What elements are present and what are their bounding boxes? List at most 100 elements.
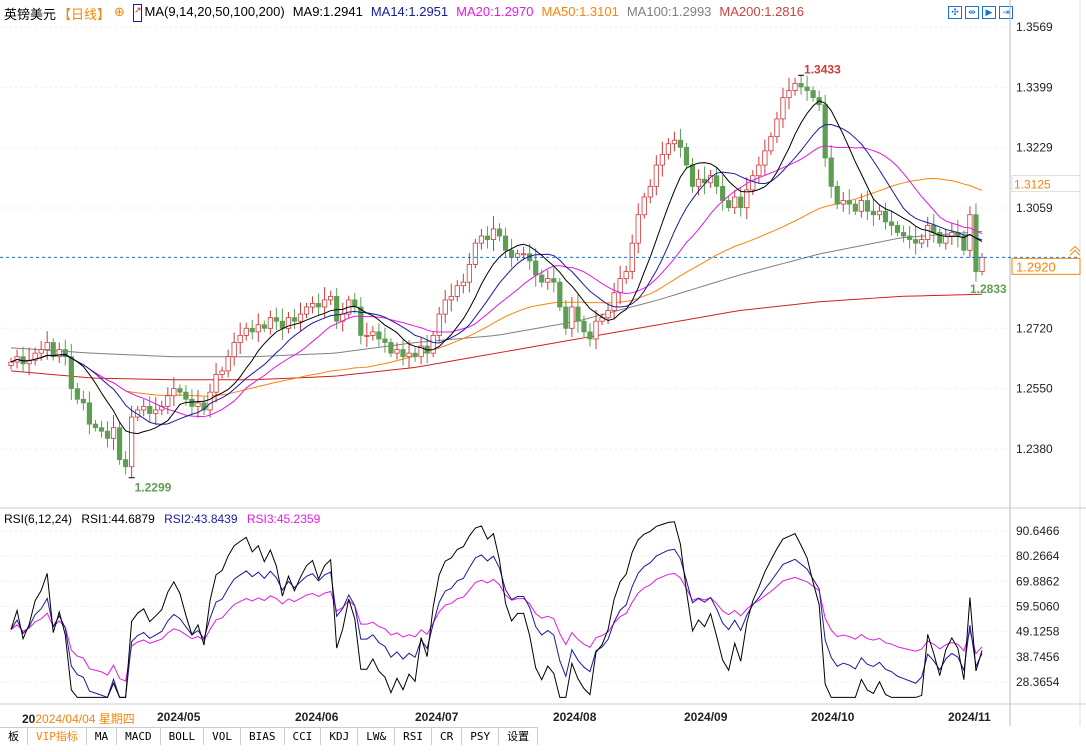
candle-body	[521, 253, 527, 256]
tab-vip[interactable]: VIP指标	[28, 728, 87, 745]
tab-vol[interactable]: VOL	[204, 728, 241, 745]
candle-body	[822, 104, 828, 159]
candle-body	[177, 388, 183, 393]
candle-body	[641, 196, 647, 216]
candle-body	[623, 271, 629, 280]
y-tick-label: 1.2380	[1016, 442, 1053, 456]
candle-body	[62, 349, 68, 358]
x-tick: 2024/07	[415, 710, 459, 724]
rsi2-line	[10, 548, 983, 699]
candle-body	[943, 235, 949, 244]
candle-body	[979, 256, 985, 272]
candle-body	[195, 402, 201, 407]
play-icon[interactable]: ▶	[982, 6, 996, 19]
candle-body	[207, 391, 213, 411]
candle-body	[533, 260, 539, 276]
recent-low-label: 1.2833	[970, 282, 1007, 296]
candle-body	[116, 427, 123, 461]
x-tick: 2024/11	[948, 710, 991, 724]
candle-body	[273, 317, 279, 322]
candle-body	[786, 90, 792, 99]
candle-body	[750, 175, 756, 191]
move-icon[interactable]: ✣	[948, 6, 962, 19]
candle-body	[882, 210, 889, 223]
candle-body	[8, 361, 14, 366]
cursor-date-text: 2024/04/04 星期四	[35, 712, 135, 726]
candle-body	[412, 352, 418, 358]
candle-body	[744, 189, 750, 209]
candle-body	[762, 150, 768, 166]
current-price-label: 1.2920	[1016, 259, 1056, 274]
chart-toolbar: ✣ ⇹ ▶ ⇥	[948, 6, 1013, 19]
candle-body	[352, 299, 358, 308]
x-tick: 2024/10	[811, 710, 855, 724]
tab-cr[interactable]: CR	[432, 728, 463, 745]
tab-ma[interactable]: MA	[86, 728, 118, 745]
candle-body	[291, 317, 298, 322]
candle-body	[436, 313, 442, 336]
candle-body	[834, 185, 840, 205]
candle-body	[931, 224, 937, 233]
candle-body	[545, 278, 551, 283]
tab-cci[interactable]: CCI	[284, 728, 322, 745]
x-tick: 2024/08	[553, 710, 597, 724]
candle-body	[870, 210, 877, 216]
tab-macd[interactable]: MACD	[117, 728, 161, 745]
candle-body	[581, 320, 587, 333]
candle-body	[593, 320, 599, 340]
tab-rsi[interactable]: RSI	[395, 728, 432, 745]
candle-body	[219, 370, 225, 375]
candle-body	[189, 398, 195, 407]
crosshair-icon[interactable]: ⊕	[114, 4, 125, 19]
candle-body	[720, 185, 726, 201]
candle-body	[888, 221, 895, 226]
rsi1-line	[10, 521, 983, 698]
candle-body	[418, 345, 424, 358]
rsi-y-tick-label: 90.6466	[1016, 524, 1060, 538]
candle-body	[738, 196, 744, 209]
indicator-icon[interactable]: ↗	[132, 4, 143, 22]
rsi-y-tick-label: 28.3654	[1016, 675, 1060, 689]
y-tick-label: 1.3399	[1016, 80, 1053, 94]
candle-body	[907, 235, 913, 240]
tab-prev: 板	[0, 728, 28, 745]
candle-body	[973, 214, 979, 272]
candle-body	[315, 303, 322, 308]
high-price-label: 1.3433	[804, 62, 841, 76]
tab-settings[interactable]: 设置	[499, 728, 539, 745]
candle-body	[677, 139, 684, 148]
rsi1-value: RSI1:44.6879	[81, 512, 155, 526]
candle-body	[297, 313, 304, 322]
ma20-line	[10, 145, 983, 418]
candle-body	[68, 356, 74, 390]
candle-body	[913, 239, 919, 244]
candle-body	[322, 299, 328, 308]
candle-body	[110, 427, 117, 439]
candle-body	[406, 352, 412, 358]
tab-bias[interactable]: BIAS	[241, 728, 285, 745]
candle-body	[569, 306, 575, 329]
tab-lw[interactable]: LW&	[358, 728, 396, 745]
period-label[interactable]: 【日线】	[58, 7, 111, 22]
y-tick-label: 1.3569	[1016, 20, 1053, 34]
candle-body	[472, 242, 478, 265]
candle-body	[653, 164, 659, 187]
tab-boll[interactable]: BOLL	[160, 728, 205, 745]
cursor-date-prefix: 20	[22, 712, 36, 726]
candle-body	[50, 342, 56, 358]
candle-body	[129, 416, 135, 468]
candle-body	[388, 342, 394, 354]
candle-body	[382, 338, 388, 343]
candle-body	[726, 200, 732, 209]
rsi-y-tick-label: 49.1258	[1016, 625, 1060, 639]
candle-body	[243, 327, 249, 336]
candle-body	[32, 352, 38, 361]
jump-end-icon[interactable]: ⇥	[999, 6, 1013, 19]
zoom-range-icon[interactable]: ⇹	[965, 6, 979, 19]
candle-body	[732, 196, 738, 209]
tab-kdj[interactable]: KDJ	[321, 728, 359, 745]
ma14-line	[10, 123, 983, 425]
tab-psy[interactable]: PSY	[462, 728, 500, 745]
candle-body	[647, 185, 653, 198]
